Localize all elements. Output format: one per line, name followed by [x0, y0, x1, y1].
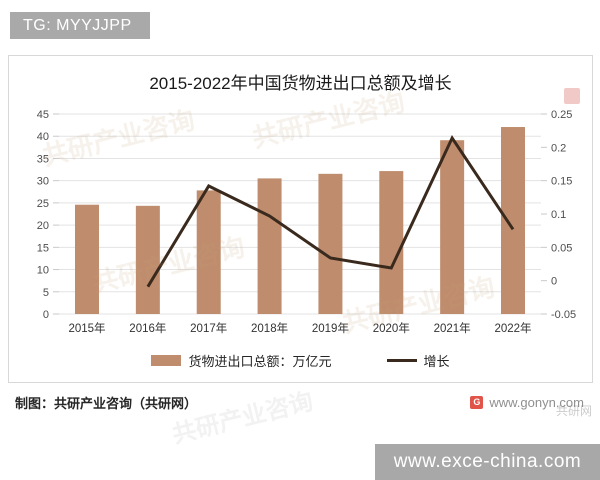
- left-axis-label: 10: [37, 265, 49, 277]
- footer-row: 制图：共研产业咨询（共研网） G www.gonyn.com: [0, 391, 600, 413]
- right-axis-label: 0.05: [551, 242, 572, 254]
- legend-bar-label: 货物进出口总额：万亿元: [188, 354, 332, 369]
- right-axis-label: 0.15: [551, 176, 572, 188]
- bar-2020年: [379, 171, 404, 314]
- right-axis-label: 0.25: [551, 109, 572, 121]
- x-axis-label: 2022年: [494, 321, 531, 335]
- chart-title: 2015-2022年中国货物进出口总额及增长: [149, 74, 452, 93]
- exce-watermark-bar: www.exce-china.com: [375, 444, 600, 480]
- left-axis-label: 20: [37, 220, 49, 232]
- left-axis-label: 45: [37, 109, 49, 121]
- chart-card: 2015-2022年中国货物进出口总额及增长 0 5 10 15 20 25 30 35 40 4…: [8, 55, 593, 383]
- bar-2016年: [135, 205, 160, 314]
- chart-legend: 货物进出口总额：万亿元 增长: [9, 351, 592, 370]
- x-axis-label: 2017年: [190, 321, 227, 335]
- left-axis-label: 30: [37, 176, 49, 188]
- x-axis-label: 2015年: [68, 321, 105, 335]
- bar-2021年: [440, 140, 465, 314]
- x-axis-label: 2021年: [434, 321, 471, 335]
- growth-line: [146, 134, 515, 288]
- right-axis-label: 0.2: [551, 142, 566, 154]
- x-axis-label: 2020年: [373, 321, 410, 335]
- chart-plot: 0 5 10 15 20 25 30 35 40 45 -0.05 0 0.05 0.1 0.15 0.2 0.…: [37, 109, 576, 335]
- legend-bar-swatch: [151, 355, 182, 366]
- gonyn-url: www.gonyn.com: [489, 394, 584, 410]
- left-axis-label: 5: [43, 287, 49, 299]
- tg-badge: TG: MYYJJPP: [10, 12, 150, 39]
- bar-2017年: [196, 190, 221, 314]
- legend-line-swatch: [386, 359, 417, 362]
- legend-line-label: 增长: [423, 354, 450, 369]
- bar-2018年: [257, 178, 282, 314]
- right-axis-label: -0.05: [551, 309, 576, 321]
- left-axis-label: 40: [37, 131, 49, 143]
- bar-2022年: [501, 127, 525, 315]
- source-site: G www.gonyn.com: [470, 395, 584, 410]
- right-axis-label: 0.1: [551, 209, 566, 221]
- right-axis-label: 0: [551, 276, 557, 288]
- credit-text: 制图：共研产业咨询（共研网）: [15, 395, 198, 411]
- x-axis-label: 2019年: [312, 321, 349, 335]
- left-axis-label: 35: [37, 153, 49, 165]
- legend-item-bars: 货物进出口总额：万亿元: [151, 351, 332, 370]
- legend-item-line: 增长: [386, 351, 450, 370]
- left-axis-label: 0: [43, 309, 49, 321]
- x-axis-label: 2016年: [129, 321, 166, 335]
- bar-2015年: [75, 204, 99, 314]
- bar-2019年: [318, 173, 343, 314]
- left-axis-label: 25: [37, 198, 49, 210]
- left-axis-label: 15: [37, 242, 49, 254]
- gonyn-logo-icon: G: [470, 395, 484, 409]
- x-axis-label: 2018年: [251, 321, 288, 335]
